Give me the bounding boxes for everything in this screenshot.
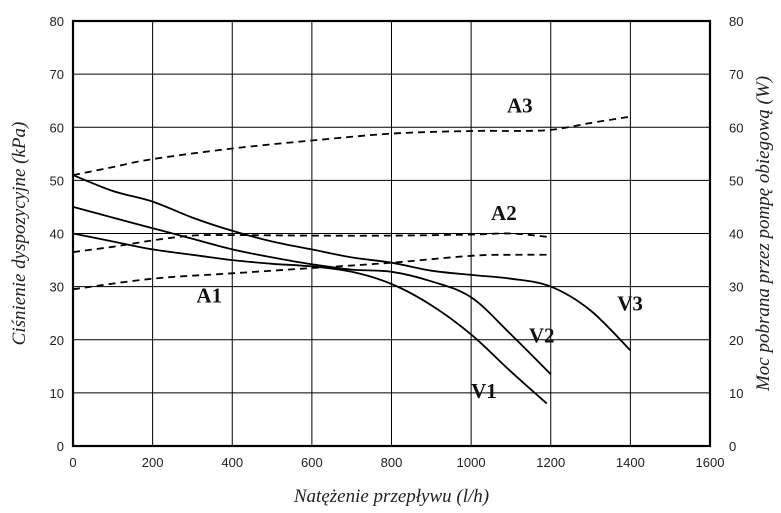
series-line-v1: [72, 232, 548, 405]
x-axis-ticks: 0 200 400 600 800 1000 1200 1400 1600: [69, 455, 724, 470]
x-tick-label: 600: [301, 455, 323, 470]
x-tick-label: 1200: [536, 455, 565, 470]
y-left-tick-label: 50: [50, 173, 64, 188]
y-left-tick-label: 70: [50, 67, 64, 82]
x-tick-label: 400: [221, 455, 243, 470]
x-tick-label: 1600: [696, 455, 725, 470]
y-left-tick-label: 60: [50, 120, 64, 135]
y-left-tick-label: 20: [50, 333, 64, 348]
series-line-a3: [72, 115, 631, 176]
y-axis-right-title: Moc pobrana przez pompę obiegową (W): [753, 76, 774, 392]
series-line-a2: [72, 232, 551, 253]
series-labels: V1 V2 V3 A1 A2 A3: [196, 93, 642, 403]
x-axis-title: Natężenie przepływu (l/h): [293, 486, 489, 507]
y-axis-left-ticks: 0 10 20 30 40 50 60 70 80: [50, 14, 64, 454]
y-right-tick-label: 10: [729, 386, 743, 401]
y-right-tick-label: 30: [729, 280, 743, 295]
series-label-a1: A1: [196, 284, 222, 308]
plot-frame: [71, 19, 712, 448]
y-right-tick-label: 50: [729, 173, 743, 188]
y-left-tick-label: 40: [50, 227, 64, 242]
y-left-tick-label: 30: [50, 280, 64, 295]
series-line-a1: [72, 253, 551, 291]
series-line-v3: [72, 174, 632, 352]
grid: [72, 20, 711, 447]
y-axis-left-title: Ciśnienie dyspozycyjne (kPa): [9, 122, 30, 346]
y-right-tick-label: 80: [729, 14, 743, 29]
x-tick-label: 0: [69, 455, 76, 470]
x-tick-label: 1000: [457, 455, 486, 470]
y-axis-right-ticks: 0 10 20 30 40 50 60 70 80: [729, 14, 743, 454]
y-left-tick-label: 0: [57, 439, 64, 454]
plot-area: [72, 115, 632, 405]
series-label-a2: A2: [491, 201, 517, 225]
x-tick-label: 800: [381, 455, 403, 470]
x-tick-label: 1400: [616, 455, 645, 470]
series-label-v1: V1: [471, 379, 497, 403]
y-left-tick-label: 10: [50, 386, 64, 401]
y-right-tick-label: 20: [729, 333, 743, 348]
y-right-tick-label: 40: [729, 227, 743, 242]
series-label-a3: A3: [507, 93, 533, 117]
y-right-tick-label: 0: [729, 439, 736, 454]
x-tick-label: 200: [142, 455, 164, 470]
y-right-tick-label: 70: [729, 67, 743, 82]
y-right-tick-label: 60: [729, 120, 743, 135]
series-line-v2: [72, 206, 552, 375]
series-label-v2: V2: [529, 323, 555, 347]
y-left-tick-label: 80: [50, 14, 64, 29]
series-label-v3: V3: [617, 292, 643, 316]
